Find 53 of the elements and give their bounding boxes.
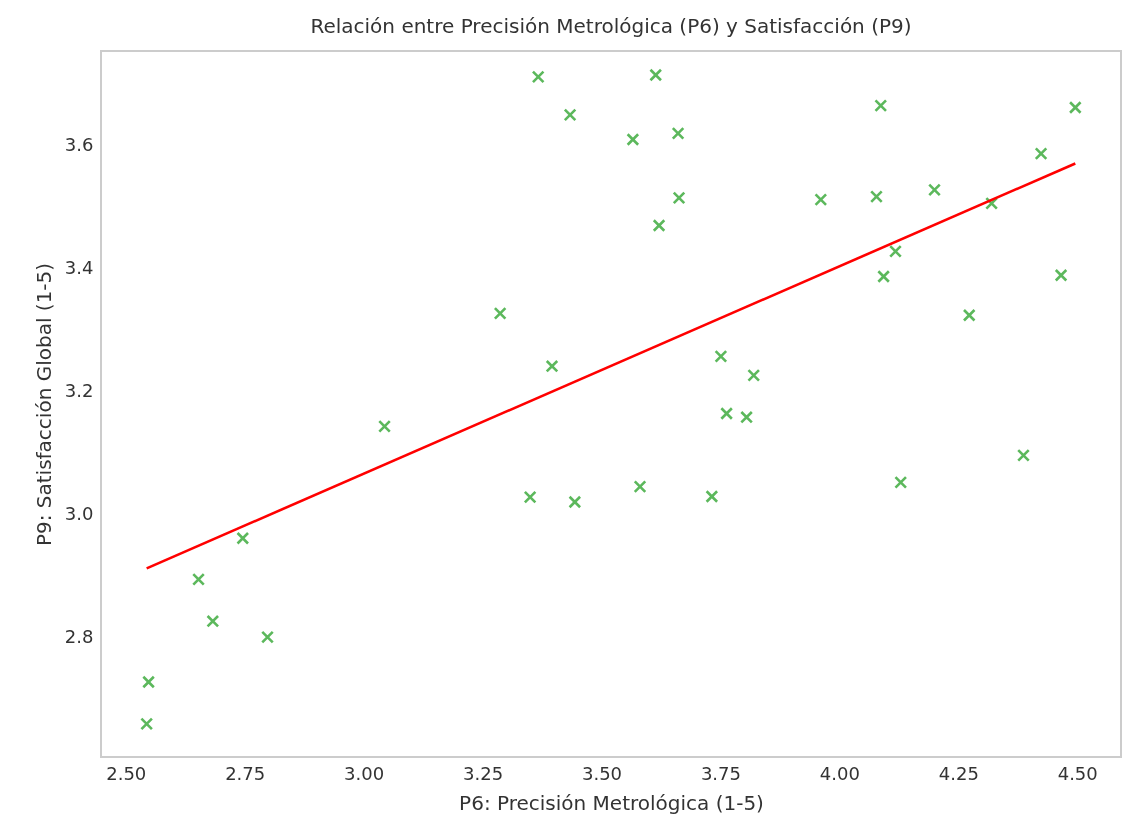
- point: [888, 244, 903, 258]
- y-axis-title: P9: Satisfacción Global (1-5): [31, 262, 56, 547]
- point: [563, 108, 577, 122]
- chart-title: Relación entre Precisión Metrológica (P6) y Satisfacción (P9): [310, 14, 912, 38]
- point: [545, 359, 559, 373]
- y-tick-label: 3.4: [64, 257, 94, 279]
- point: [626, 132, 640, 147]
- y-tick-label: 3.6: [64, 134, 94, 156]
- point: [747, 368, 761, 382]
- point: [236, 531, 250, 545]
- point: [140, 717, 154, 731]
- point: [672, 191, 686, 205]
- point: [894, 475, 908, 489]
- point: [1054, 268, 1068, 282]
- y-tick-label: 3.2: [64, 379, 94, 401]
- x-tick-label: 3.25: [463, 762, 504, 784]
- x-tick-label: 3.75: [700, 762, 741, 784]
- x-tick-label: 4.00: [819, 762, 860, 784]
- y-tick-label: 2.8: [64, 625, 94, 647]
- x-tick-label: 3.00: [344, 762, 385, 784]
- point: [633, 480, 647, 494]
- x-axis-title: P6: Precisión Metrológica (1-5): [459, 790, 764, 815]
- x-tick-label: 4.50: [1057, 762, 1098, 784]
- x-tick-label: 2.75: [225, 762, 266, 784]
- point: [877, 269, 891, 284]
- point: [814, 193, 828, 207]
- point: [206, 614, 220, 628]
- point: [874, 99, 888, 113]
- point: [705, 489, 719, 504]
- point: [191, 572, 206, 586]
- point: [649, 68, 663, 82]
- point: [869, 190, 884, 204]
- point: [260, 630, 275, 644]
- point: [740, 410, 754, 424]
- y-tick-label: 3.0: [64, 502, 94, 524]
- x-tick-label: 3.50: [581, 762, 623, 784]
- point: [531, 70, 545, 84]
- point: [1016, 448, 1031, 462]
- point: [1034, 147, 1048, 161]
- point: [493, 306, 507, 320]
- x-tick-label: 4.25: [938, 762, 979, 784]
- point: [714, 349, 728, 363]
- point: [568, 495, 582, 509]
- point: [720, 406, 734, 421]
- point: [1068, 100, 1082, 115]
- point: [671, 126, 685, 140]
- point: [927, 183, 942, 197]
- point: [523, 490, 537, 504]
- point: [378, 419, 392, 433]
- x-tick-label: 2.50: [106, 762, 147, 784]
- point: [652, 218, 666, 233]
- point: [962, 308, 976, 322]
- point: [142, 675, 156, 689]
